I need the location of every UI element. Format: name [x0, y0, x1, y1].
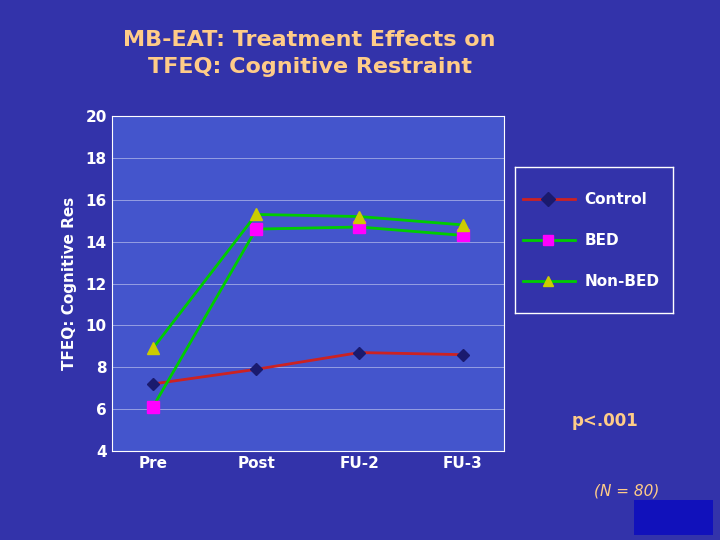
Text: Control: Control [585, 192, 647, 207]
Text: p<.001: p<.001 [572, 412, 638, 430]
Y-axis label: TFEQ: Cognitive Res: TFEQ: Cognitive Res [62, 197, 77, 370]
Text: BED: BED [585, 233, 619, 248]
Text: (N = 80): (N = 80) [594, 484, 659, 499]
Text: Non-BED: Non-BED [585, 274, 660, 288]
Text: TFEQ: Cognitive Restraint: TFEQ: Cognitive Restraint [148, 57, 472, 77]
Text: MB-EAT: Treatment Effects on: MB-EAT: Treatment Effects on [123, 30, 496, 50]
